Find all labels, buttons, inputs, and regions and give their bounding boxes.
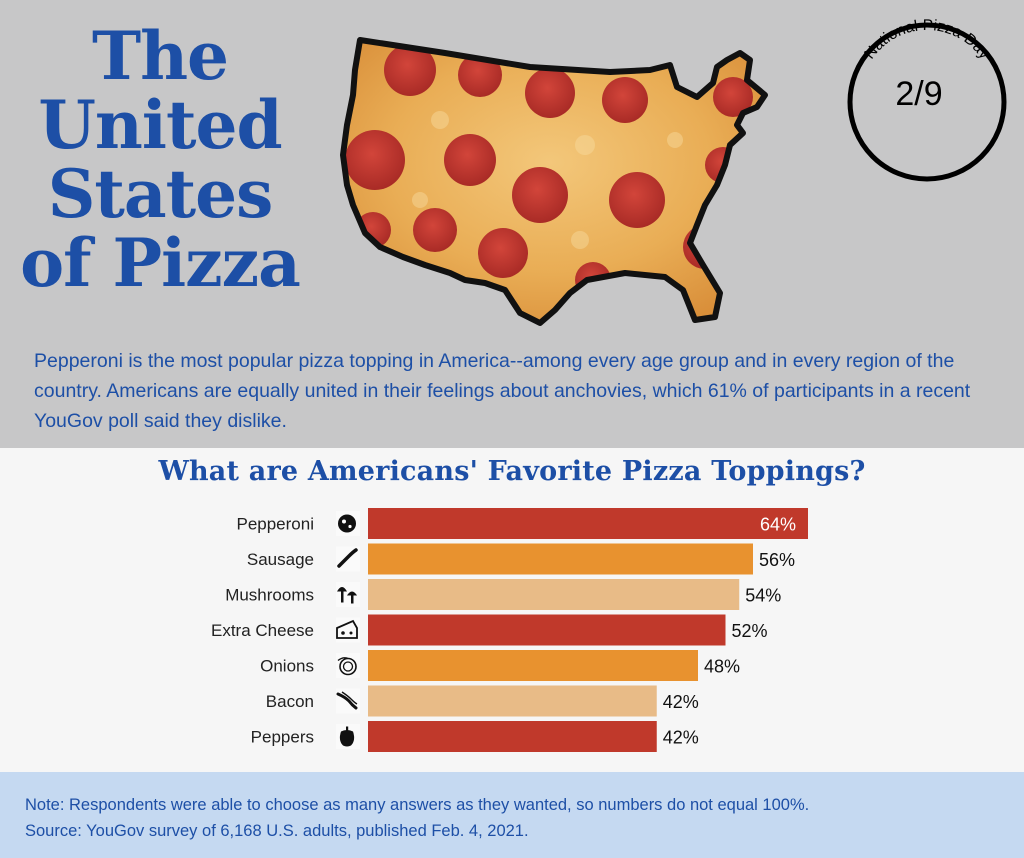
chart-title: What are Americans' Favorite Pizza Toppi… — [158, 456, 866, 487]
bar — [368, 685, 657, 717]
value-label: 48% — [704, 657, 740, 677]
category-label: Sausage — [247, 550, 314, 569]
category-label: Bacon — [266, 692, 314, 711]
bar — [368, 650, 698, 681]
chart-section: What are Americans' Favorite Pizza Toppi… — [0, 448, 1024, 772]
value-label: 52% — [732, 621, 768, 641]
sausage-icon — [337, 548, 358, 568]
badge-date: 2/9 — [895, 75, 942, 113]
mushroom-icon — [337, 587, 357, 604]
footer-source: Source: YouGov survey of 6,168 U.S. adul… — [25, 822, 529, 840]
value-label: 42% — [663, 728, 699, 748]
value-label: 56% — [759, 550, 795, 570]
footer-notes: Note: Respondents were able to choose as… — [25, 792, 1015, 844]
bacon-icon — [336, 691, 358, 710]
pepperoni-icon — [338, 514, 356, 533]
page-title: The United States of Pizza — [20, 17, 301, 302]
onion-icon — [337, 657, 357, 676]
pizza-usa-map-image — [325, 25, 775, 330]
bar — [368, 721, 657, 752]
value-label: 64% — [760, 515, 796, 535]
category-label: Extra Cheese — [211, 621, 314, 640]
national-pizza-day-badge: National Pizza Day 2/9 — [847, 18, 1007, 182]
bar — [368, 543, 753, 575]
footer-section: Note: Respondents were able to choose as… — [0, 772, 1024, 858]
pepper-icon — [339, 726, 355, 747]
bar — [368, 508, 808, 539]
value-label: 54% — [745, 586, 781, 606]
badge-curved-text: National Pizza Day — [861, 18, 993, 63]
footer-note: Note: Respondents were able to choose as… — [25, 796, 810, 814]
bar — [368, 579, 740, 610]
value-label: 42% — [663, 692, 699, 712]
header-section: The United States of Pizza — [20, 17, 1007, 432]
bar — [368, 614, 726, 646]
category-label: Peppers — [251, 728, 314, 747]
category-label: Mushrooms — [225, 586, 314, 605]
intro-text: Pepperoni is the most popular pizza topp… — [34, 350, 971, 432]
category-label: Onions — [260, 657, 314, 676]
category-label: Pepperoni — [236, 515, 314, 534]
cheese-icon — [336, 619, 358, 639]
toppings-bar-chart: Pepperoni 64% Sausage 56% Mushrooms 54% Extra … — [211, 508, 808, 752]
